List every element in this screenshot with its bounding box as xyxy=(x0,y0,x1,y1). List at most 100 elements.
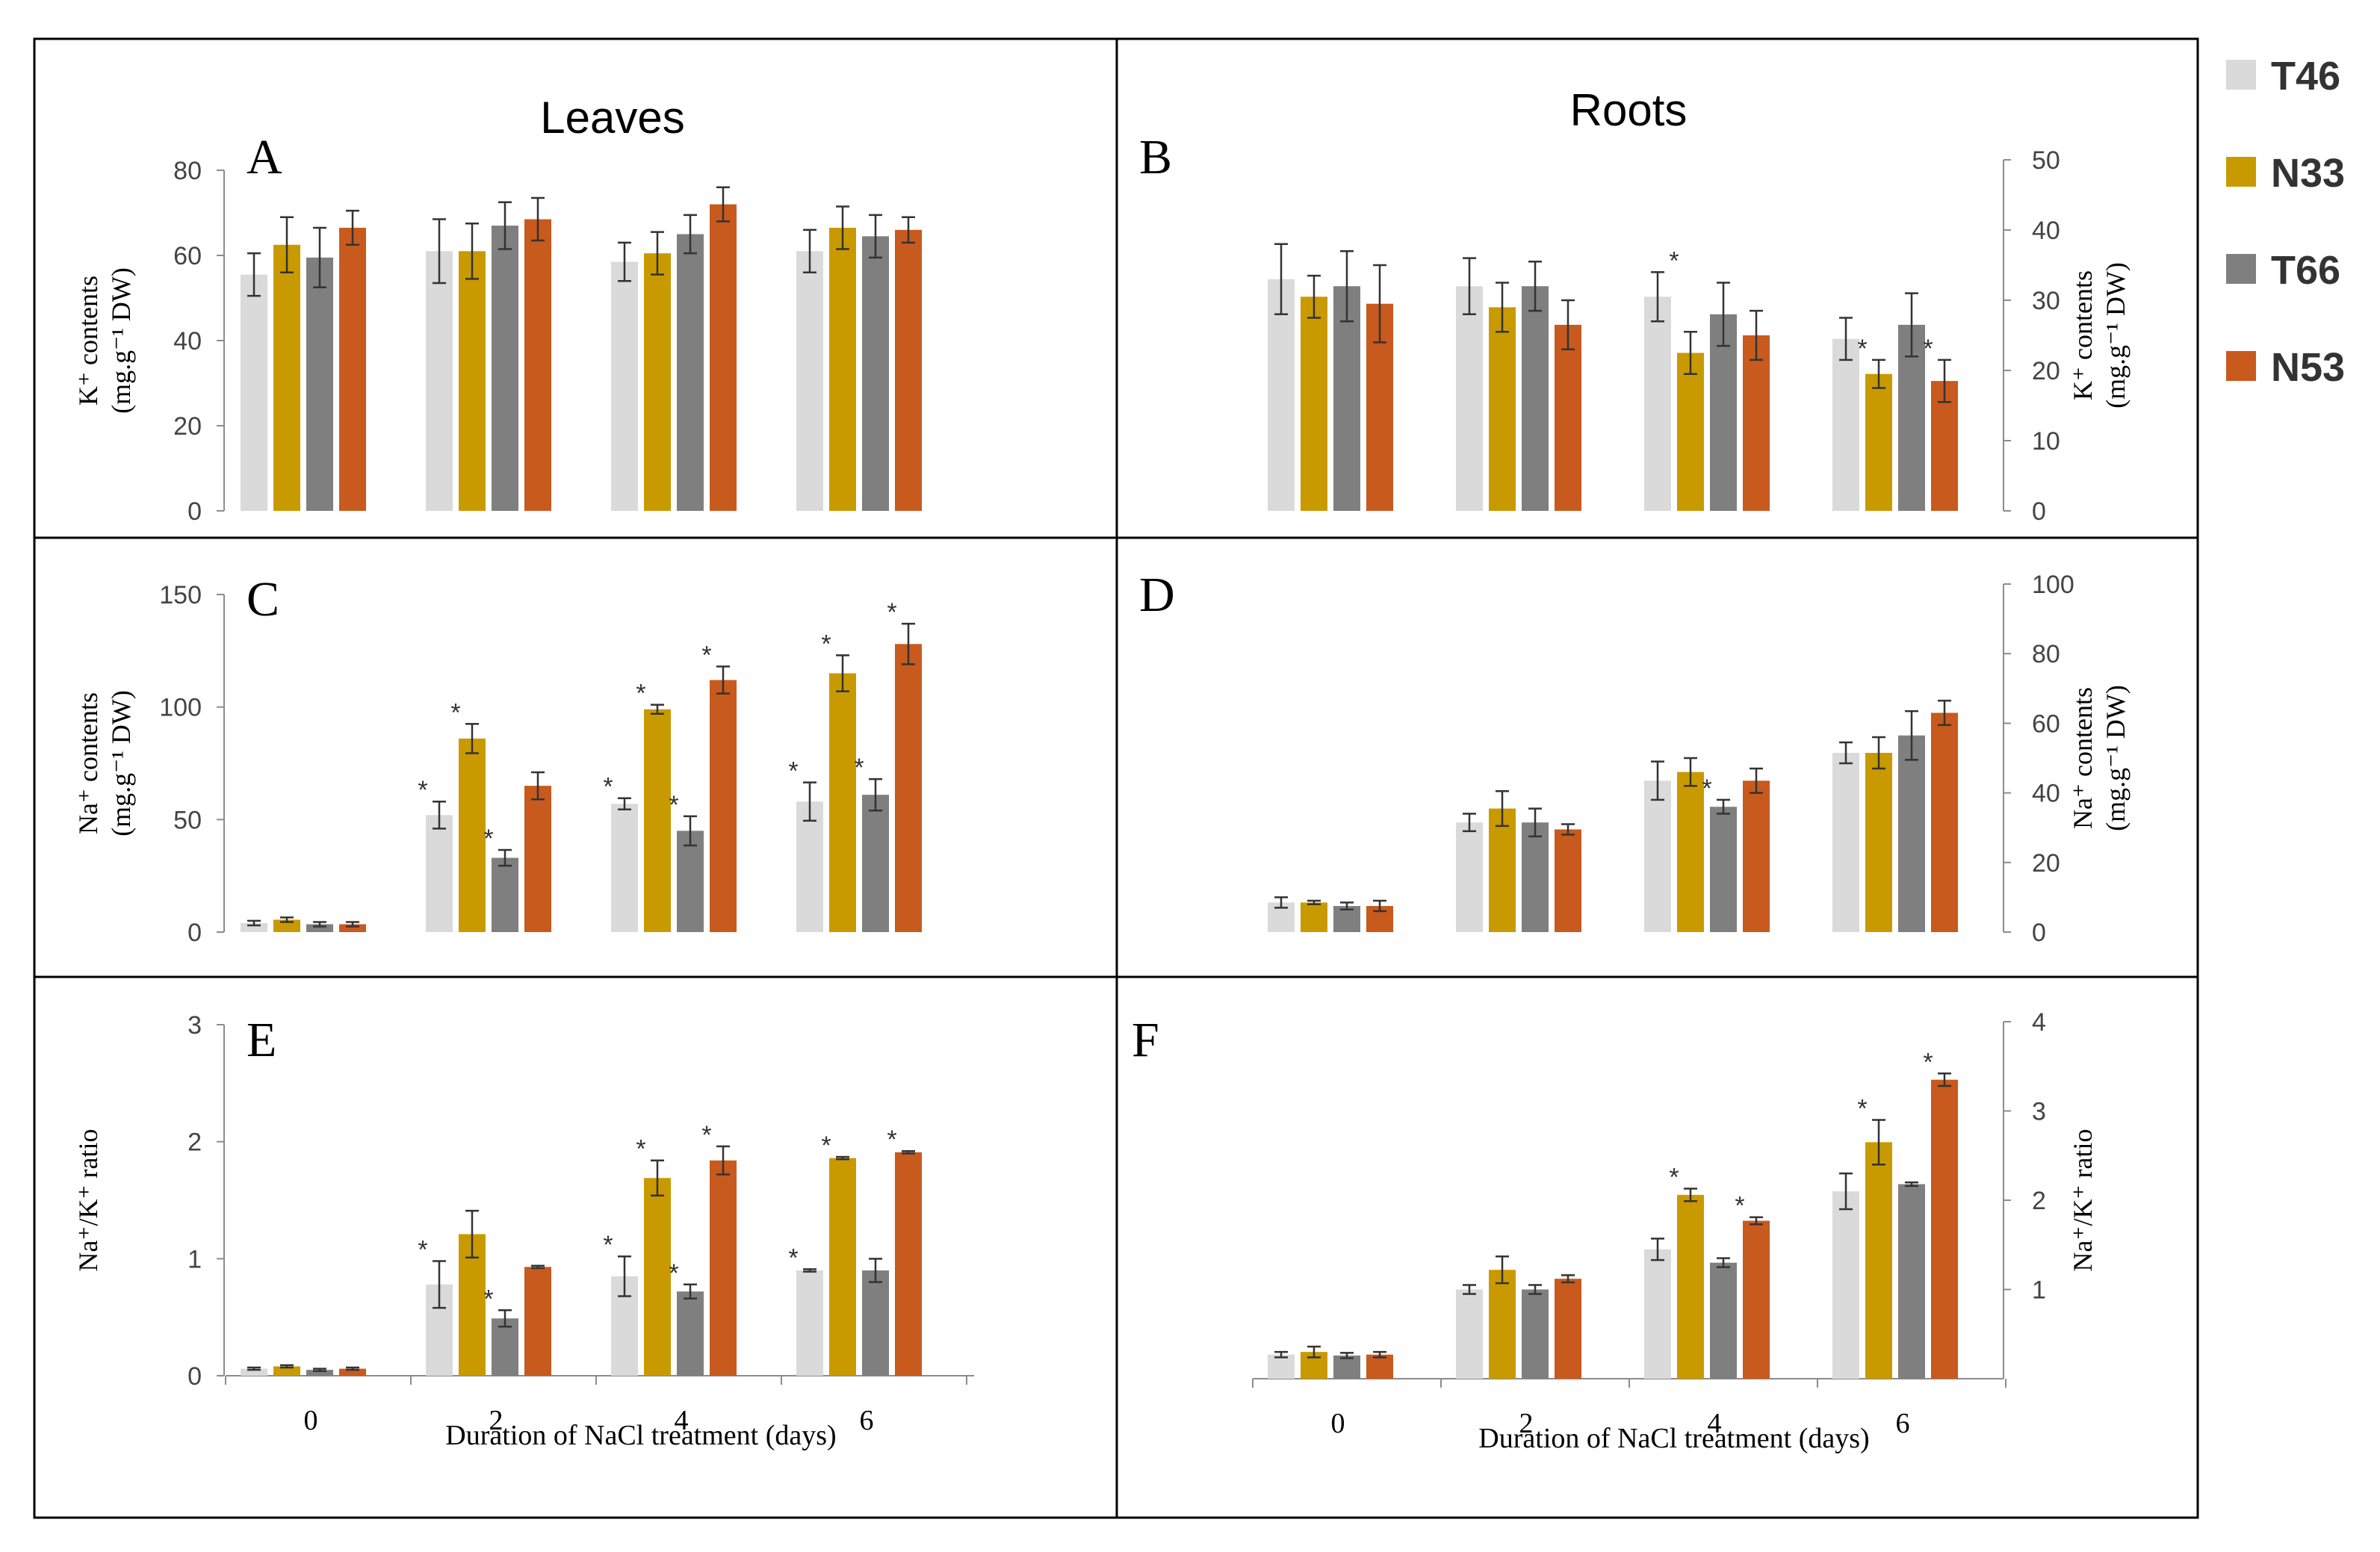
bar-n53-day-4 xyxy=(1743,780,1770,932)
bar-n53-day-4 xyxy=(710,680,737,932)
significance-marker: * xyxy=(887,598,896,627)
significance-marker: * xyxy=(1669,246,1679,275)
bar-n53-day-6 xyxy=(1931,713,1958,932)
x-tick-label: 6 xyxy=(860,1405,874,1436)
bar-t46-day-6 xyxy=(1832,753,1859,932)
bar-t46-day-0 xyxy=(241,274,267,511)
x-axis-title: Duration of NaCl treatment (days) xyxy=(1478,1423,1869,1454)
bar-t66-day-4 xyxy=(677,1291,704,1376)
significance-marker: * xyxy=(1702,775,1711,803)
x-axis-title: Duration of NaCl treatment (days) xyxy=(445,1420,836,1451)
significance-marker: * xyxy=(701,1121,711,1149)
legend-item-n53: N53 xyxy=(2226,345,2345,390)
panel-label-d: D xyxy=(1139,568,1175,622)
significance-marker: * xyxy=(669,791,678,819)
y-tick-label: 2 xyxy=(2032,1187,2046,1215)
bar-t66-day-4 xyxy=(677,831,704,932)
significance-marker: * xyxy=(701,641,711,669)
bar-t66-day-6 xyxy=(862,236,889,511)
column-title-roots: Roots xyxy=(1570,85,1688,135)
y-tick-label: 60 xyxy=(173,242,202,270)
y-axis-title: Na⁺/K⁺ ratio xyxy=(73,1129,103,1272)
y-tick-label: 1 xyxy=(2032,1276,2046,1305)
bar-t46-day-6 xyxy=(1832,1191,1859,1379)
y-tick-label: 40 xyxy=(2032,217,2060,245)
bar-t46-day-6 xyxy=(1832,338,1859,511)
y-tick-label: 10 xyxy=(2032,427,2060,456)
significance-marker: * xyxy=(887,1126,896,1154)
y-axis-title-unit: (mg.g⁻¹ DW) xyxy=(106,267,136,414)
significance-marker: * xyxy=(821,630,831,658)
bar-n53-day-2 xyxy=(1555,829,1581,932)
x-tick-label: 0 xyxy=(1331,1408,1345,1439)
bar-n53-day-2 xyxy=(1555,1279,1581,1379)
bar-n33-day-6 xyxy=(829,673,856,932)
significance-marker: * xyxy=(450,698,460,727)
bar-n33-day-4 xyxy=(644,709,671,932)
y-tick-label: 100 xyxy=(2032,571,2074,599)
bar-t66-day-0 xyxy=(1333,286,1360,511)
significance-marker: * xyxy=(821,1132,831,1160)
bar-n33-day-4 xyxy=(1677,1194,1704,1379)
bar-n33-day-2 xyxy=(1489,307,1516,511)
x-tick-label: 6 xyxy=(1896,1408,1910,1439)
legend: T46 N33 T66 N53 xyxy=(2226,54,2345,390)
bar-n53-day-2 xyxy=(524,219,551,511)
bar-n53-day-4 xyxy=(710,204,737,511)
panel-label-b: B xyxy=(1139,130,1172,184)
y-axis-title: Na⁺ contents (mg.g⁻¹ DW) xyxy=(73,690,136,836)
bar-t46-day-2 xyxy=(1456,1289,1483,1379)
bar-n53-day-2 xyxy=(524,1267,551,1376)
bar-n53-day-6 xyxy=(895,644,922,932)
legend-item-t66: T66 xyxy=(2226,248,2340,293)
bar-t46-day-4 xyxy=(1644,297,1671,511)
panel-f: F 1 2 3 4 0 2 4 6 Duration of NaCl treatment (day… xyxy=(1132,1008,2098,1454)
y-tick-label: 3 xyxy=(2032,1098,2046,1126)
bar-t46-day-2 xyxy=(1456,822,1483,932)
y-tick-label: 3 xyxy=(188,1011,202,1040)
bar-t66-day-2 xyxy=(1522,286,1549,511)
significance-marker: * xyxy=(1669,1163,1679,1191)
significance-marker: * xyxy=(788,1244,798,1272)
significance-marker: * xyxy=(854,754,864,782)
y-axis-title: K⁺ contents (mg.g⁻¹ DW) xyxy=(73,267,136,414)
y-tick-label: 50 xyxy=(173,806,202,834)
bar-t66-day-4 xyxy=(677,234,704,511)
significance-marker: * xyxy=(1857,335,1867,363)
y-axis-title-main: Na⁺ contents xyxy=(2068,687,2098,829)
bar-t46-day-4 xyxy=(611,261,638,511)
y-tick-label: 20 xyxy=(2032,849,2060,878)
panel-label-f: F xyxy=(1132,1013,1159,1067)
y-tick-label: 50 xyxy=(2032,146,2060,175)
panel-e: E 0 1 2 3 0 2 4 6 Duration of NaCl treatment (day… xyxy=(73,1011,974,1451)
y-axis-title-main: Na⁺/K⁺ ratio xyxy=(73,1129,103,1272)
y-tick-label: 4 xyxy=(2032,1008,2046,1037)
bar-t66-day-6 xyxy=(1898,735,1925,932)
significance-marker: * xyxy=(1857,1094,1867,1123)
panel-a: A 0 20 40 60 80 K⁺ contents (mg.g⁻¹ DW) xyxy=(73,130,922,526)
y-tick-label: 0 xyxy=(188,1362,202,1391)
bar-t66-day-2 xyxy=(492,857,518,932)
legend-swatch-n53 xyxy=(2226,351,2256,381)
bar-n53-day-0 xyxy=(1366,1354,1393,1379)
bar-t66-day-2 xyxy=(492,226,518,511)
bar-n33-day-6 xyxy=(829,1158,856,1376)
bar-t66-day-4 xyxy=(1710,807,1737,932)
x-tick-label: 2 xyxy=(1519,1408,1534,1439)
panel-label-a: A xyxy=(247,130,282,184)
panel-b: B 0 10 20 30 40 50 K⁺ contents (mg.g⁻¹ DW) * * * xyxy=(1139,130,2130,526)
y-axis-title: Na⁺ contents (mg.g⁻¹ DW) xyxy=(2068,685,2130,831)
x-tick-label: 2 xyxy=(489,1405,503,1436)
y-axis-title-unit: (mg.g⁻¹ DW) xyxy=(106,690,136,836)
y-tick-label: 0 xyxy=(2032,497,2046,526)
x-tick-label: 4 xyxy=(1708,1408,1722,1439)
bar-n33-day-0 xyxy=(1301,297,1327,511)
bar-n33-day-6 xyxy=(829,227,856,511)
y-tick-label: 100 xyxy=(159,694,202,722)
bar-t46-day-6 xyxy=(796,801,823,932)
significance-marker: * xyxy=(788,757,798,786)
column-title-leaves: Leaves xyxy=(540,93,684,143)
y-tick-label: 20 xyxy=(173,412,202,441)
bar-n53-day-2 xyxy=(524,786,551,932)
bar-t46-day-4 xyxy=(1644,1249,1671,1379)
